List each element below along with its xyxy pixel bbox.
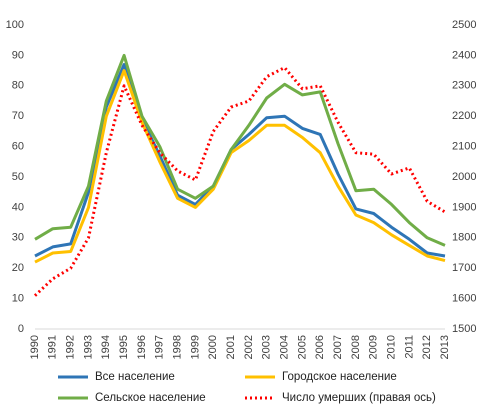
y2-tick-label: 2500 (452, 19, 476, 31)
x-tick-label: 2001 (225, 335, 237, 359)
y2-tick-label: 1500 (452, 323, 476, 335)
x-tick-label: 2007 (332, 335, 344, 359)
y2-tick-label: 1900 (452, 201, 476, 213)
y2-tick-label: 1600 (452, 293, 476, 305)
x-tick-label: 2012 (421, 335, 433, 359)
y-tick-label: 60 (12, 141, 24, 153)
y-tick-label: 50 (12, 171, 24, 183)
y-tick-label: 20 (12, 262, 24, 274)
x-tick-label: 1998 (172, 335, 184, 359)
legend-label: Все население (95, 371, 175, 383)
x-tick-label: 1997 (154, 335, 166, 359)
x-tick-label: 2005 (296, 335, 308, 359)
x-tick-label: 2011 (403, 335, 415, 359)
y-tick-label: 90 (12, 49, 24, 61)
series-line (33, 66, 446, 297)
x-tick-label: 2010 (385, 335, 397, 359)
x-tick-label: 2004 (278, 335, 290, 359)
y2-tick-label: 2300 (452, 80, 476, 92)
legend-label: Число умерших (правая ось) (282, 392, 436, 404)
x-tick-label: 1990 (29, 335, 41, 359)
y2-tick-label: 1800 (452, 232, 476, 244)
x-tick-label: 2000 (207, 335, 219, 359)
x-tick-label: 2002 (243, 335, 255, 359)
x-tick-label: 2013 (439, 335, 451, 359)
legend-label: Городское население (282, 371, 397, 383)
y-tick-label: 30 (12, 232, 24, 244)
x-tick-label: 1993 (82, 335, 94, 359)
x-tick-label: 1996 (136, 335, 148, 359)
y-tick-label: 80 (12, 80, 24, 92)
y-tick-label: 10 (12, 293, 24, 305)
y2-tick-label: 2200 (452, 110, 476, 122)
x-tick-label: 2003 (261, 335, 273, 359)
y-tick-label: 100 (6, 19, 24, 31)
y2-tick-label: 1700 (452, 262, 476, 274)
y2-tick-label: 2000 (452, 171, 476, 183)
x-tick-label: 1994 (100, 335, 112, 359)
x-tick-label: 1999 (189, 335, 201, 359)
series-line (34, 53, 446, 247)
legend: Все население Городское население Сельское… (58, 371, 436, 404)
y-tick-label: 40 (12, 201, 24, 213)
x-tick-label: 2006 (314, 335, 326, 359)
y2-tick-label: 2100 (452, 141, 476, 153)
x-tick-label: 2009 (368, 335, 380, 359)
x-tick-label: 2008 (350, 335, 362, 359)
x-tick-label: 1995 (118, 335, 130, 359)
y2-tick-label: 2400 (452, 49, 476, 61)
y-tick-label: 70 (12, 110, 24, 122)
series-line (34, 69, 446, 264)
x-tick-label: 1992 (65, 335, 77, 359)
x-tick-label: 1991 (47, 335, 59, 359)
legend-label: Сельское население (95, 392, 206, 404)
y-tick-label: 0 (18, 323, 24, 335)
